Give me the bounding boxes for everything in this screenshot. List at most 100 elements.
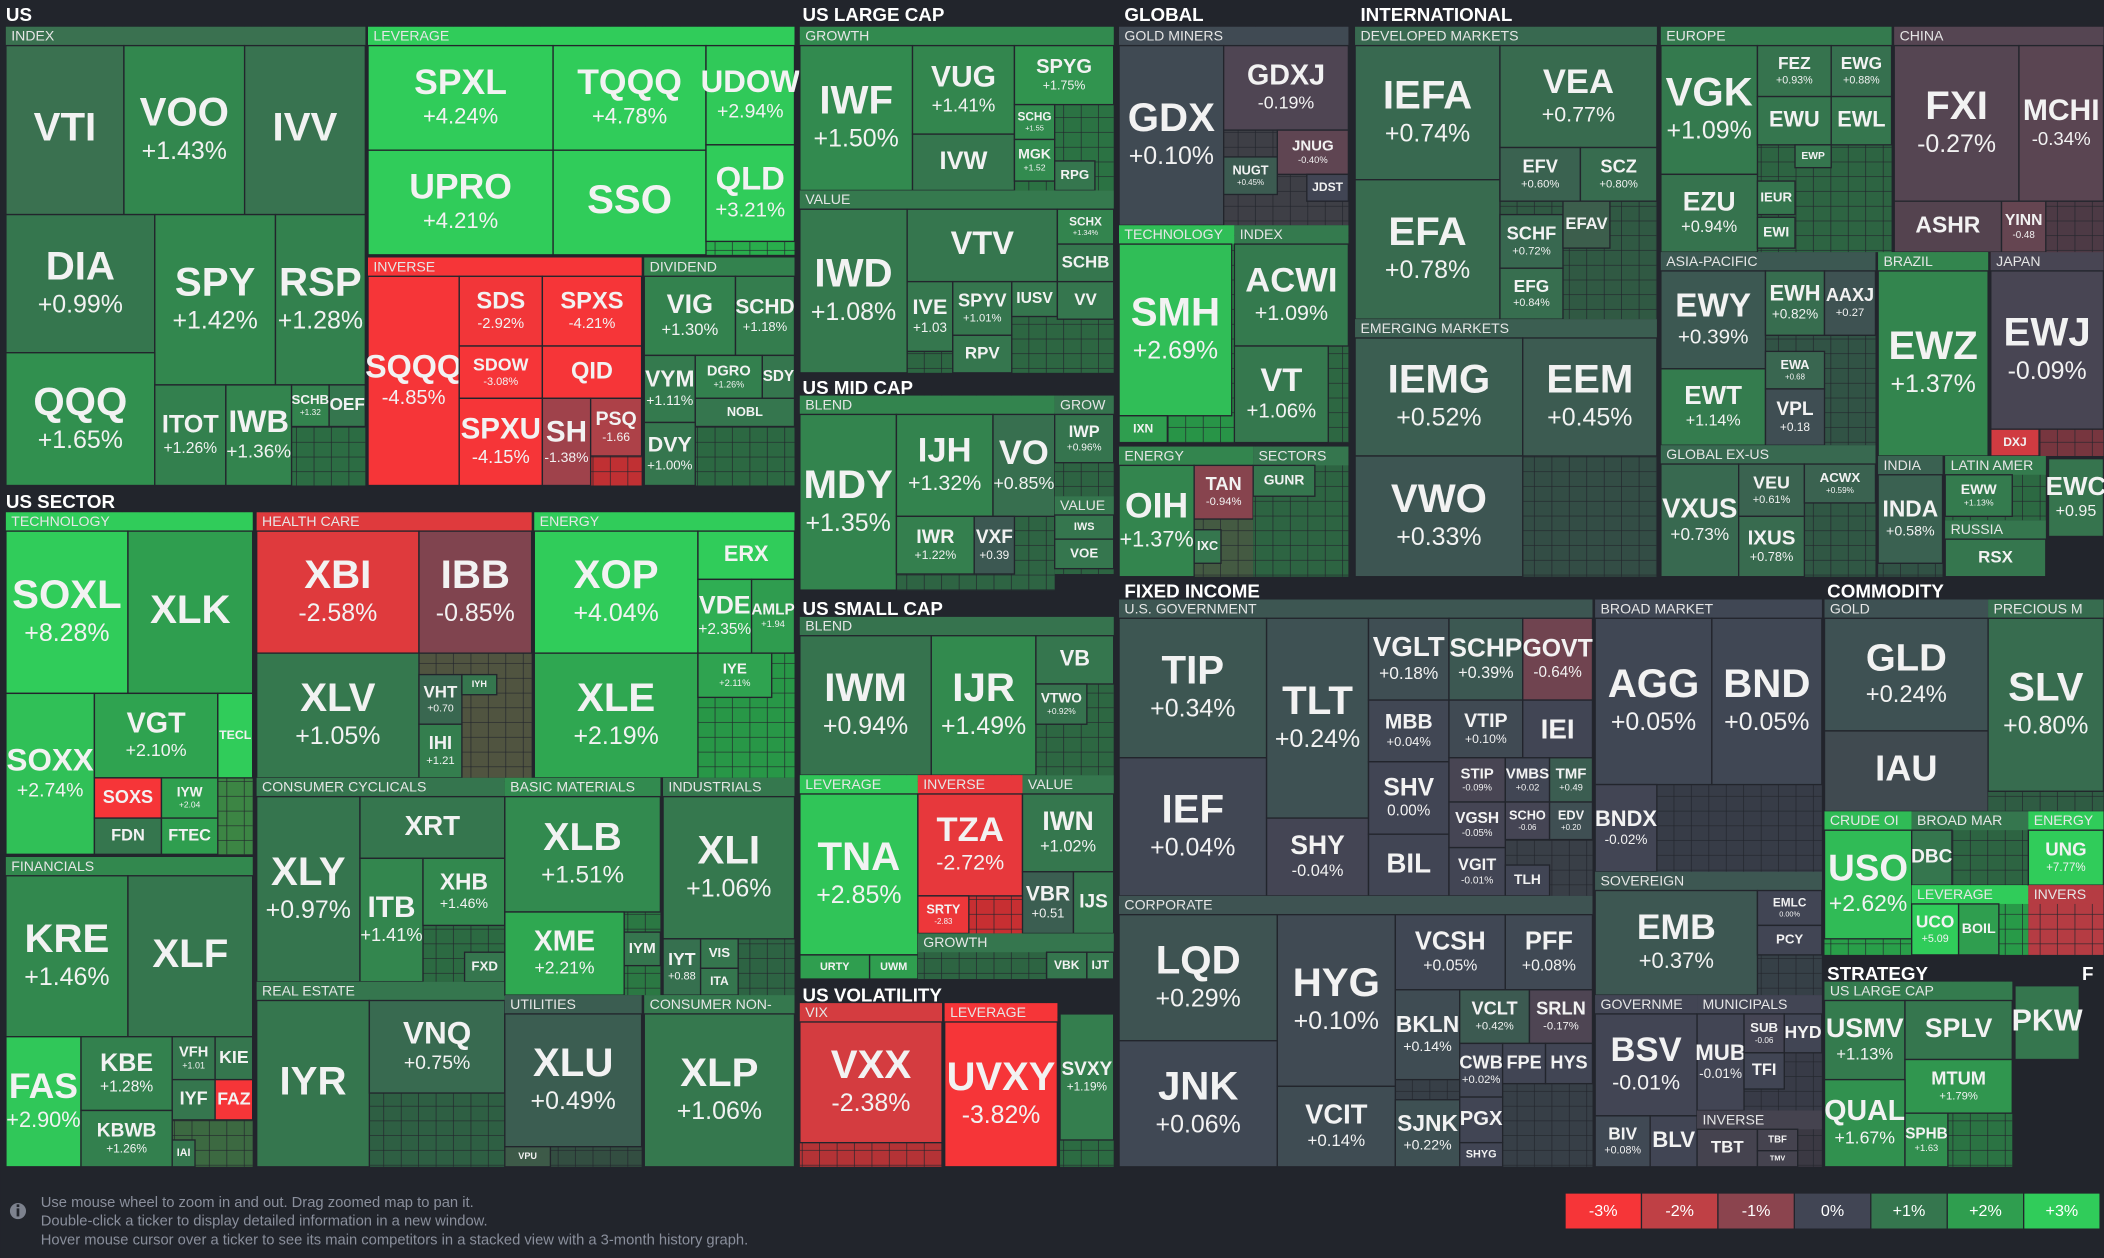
ticker-tile[interactable] bbox=[2047, 458, 2104, 538]
ticker-tile[interactable] bbox=[1499, 267, 1564, 320]
ticker-tile[interactable] bbox=[5, 44, 125, 216]
ticker-tile[interactable] bbox=[761, 354, 796, 399]
ticker-tile[interactable] bbox=[1193, 529, 1222, 564]
ticker-tile[interactable] bbox=[1696, 1013, 1745, 1112]
ticker-tile[interactable] bbox=[699, 938, 739, 969]
ticker-tile[interactable] bbox=[643, 421, 696, 487]
ticker-tile[interactable] bbox=[1803, 463, 1877, 504]
ticker-tile[interactable] bbox=[171, 1139, 196, 1168]
ticker-tile[interactable] bbox=[1823, 617, 1989, 732]
ticker-tile[interactable] bbox=[799, 44, 914, 192]
ticker-tile[interactable] bbox=[504, 1013, 643, 1148]
ticker-tile[interactable] bbox=[1367, 833, 1450, 897]
ticker-tile[interactable] bbox=[799, 793, 919, 956]
ticker-tile[interactable] bbox=[799, 208, 908, 374]
ticker-tile[interactable] bbox=[799, 1021, 943, 1144]
ticker-tile[interactable] bbox=[1957, 903, 2000, 956]
ticker-tile[interactable] bbox=[1823, 270, 1877, 336]
ticker-tile[interactable] bbox=[1011, 280, 1059, 318]
ticker-tile[interactable] bbox=[1737, 463, 1806, 518]
ticker-tile[interactable] bbox=[1118, 464, 1195, 578]
ticker-tile[interactable] bbox=[2014, 985, 2080, 1061]
ticker-tile[interactable] bbox=[93, 692, 219, 779]
ticker-tile[interactable] bbox=[1756, 889, 1823, 927]
ticker-tile[interactable] bbox=[1756, 216, 1796, 249]
ticker-tile[interactable] bbox=[1504, 801, 1551, 841]
ticker-tile[interactable] bbox=[1893, 44, 2020, 202]
ticker-tile[interactable] bbox=[1072, 871, 1115, 935]
ticker-tile[interactable] bbox=[461, 673, 498, 696]
ticker-tile[interactable] bbox=[127, 530, 254, 695]
ticker-tile[interactable] bbox=[5, 692, 96, 855]
ticker-tile[interactable] bbox=[1035, 683, 1088, 725]
ticker-tile[interactable] bbox=[1059, 1013, 1115, 1141]
ticker-tile[interactable] bbox=[1459, 1096, 1504, 1144]
ticker-tile[interactable] bbox=[973, 515, 1016, 575]
ticker-tile[interactable] bbox=[541, 275, 643, 347]
ticker-tile[interactable] bbox=[1743, 1013, 1785, 1054]
ticker-tile[interactable] bbox=[367, 149, 554, 256]
ticker-tile[interactable] bbox=[1276, 1085, 1397, 1168]
ticker-tile[interactable] bbox=[504, 1146, 552, 1168]
ticker-tile[interactable] bbox=[697, 530, 796, 581]
ticker-tile[interactable] bbox=[5, 875, 129, 1038]
ticker-tile[interactable] bbox=[623, 931, 662, 967]
ticker-tile[interactable] bbox=[1193, 464, 1254, 520]
ticker-tile[interactable] bbox=[1448, 846, 1506, 897]
ticker-tile[interactable] bbox=[5, 530, 129, 695]
ticker-tile[interactable] bbox=[290, 384, 330, 428]
ticker-tile[interactable] bbox=[1367, 617, 1450, 701]
ticker-tile[interactable] bbox=[1086, 951, 1115, 980]
ticker-tile[interactable] bbox=[154, 213, 277, 386]
ticker-tile[interactable] bbox=[5, 352, 156, 487]
ticker-tile[interactable] bbox=[917, 793, 1024, 897]
ticker-tile[interactable] bbox=[1504, 913, 1594, 991]
ticker-tile[interactable] bbox=[1499, 44, 1658, 149]
ticker-tile[interactable] bbox=[895, 413, 994, 518]
ticker-tile[interactable] bbox=[1528, 989, 1594, 1045]
ticker-tile[interactable] bbox=[1233, 345, 1329, 444]
ticker-tile[interactable] bbox=[1118, 44, 1225, 226]
ticker-tile[interactable] bbox=[1354, 455, 1524, 578]
ticker-tile[interactable] bbox=[171, 1036, 216, 1081]
ticker-tile[interactable] bbox=[214, 1036, 254, 1081]
ticker-tile[interactable] bbox=[1830, 44, 1893, 98]
ticker-tile[interactable] bbox=[359, 857, 424, 983]
ticker-tile[interactable] bbox=[1448, 757, 1506, 803]
ticker-tile[interactable] bbox=[127, 875, 254, 1038]
ticker-tile[interactable] bbox=[1830, 95, 1893, 146]
ticker-tile[interactable] bbox=[422, 857, 506, 927]
ticker-tile[interactable] bbox=[589, 397, 643, 457]
ticker-tile[interactable] bbox=[80, 1109, 173, 1168]
ticker-tile[interactable] bbox=[1054, 538, 1115, 570]
ticker-tile[interactable] bbox=[1459, 1141, 1504, 1168]
ticker-tile[interactable] bbox=[734, 275, 796, 357]
ticker-tile[interactable] bbox=[1756, 95, 1832, 146]
ticker-tile[interactable] bbox=[1354, 44, 1501, 181]
ticker-tile[interactable] bbox=[2018, 44, 2104, 202]
ticker-tile[interactable] bbox=[1562, 200, 1611, 249]
ticker-tile[interactable] bbox=[705, 44, 796, 146]
ticker-tile[interactable] bbox=[1118, 243, 1233, 417]
ticker-tile[interactable] bbox=[1448, 699, 1524, 759]
ticker-tile[interactable] bbox=[243, 44, 367, 216]
ticker-tile[interactable] bbox=[643, 354, 696, 424]
ticker-tile[interactable] bbox=[2027, 829, 2104, 886]
ticker-tile[interactable] bbox=[1021, 793, 1115, 873]
ticker-tile[interactable] bbox=[1904, 1058, 2013, 1114]
ticker-tile[interactable] bbox=[1252, 464, 1316, 497]
ticker-tile[interactable] bbox=[552, 149, 707, 256]
ticker-tile[interactable] bbox=[458, 345, 544, 399]
ticker-tile[interactable] bbox=[1911, 829, 1953, 886]
ticker-tile[interactable] bbox=[1660, 368, 1767, 446]
ticker-tile[interactable] bbox=[1877, 270, 1989, 457]
ticker-tile[interactable] bbox=[705, 144, 796, 243]
ticker-tile[interactable] bbox=[1764, 350, 1826, 390]
ticker-tile[interactable] bbox=[1013, 103, 1056, 141]
ticker-tile[interactable] bbox=[799, 635, 932, 776]
ticker-tile[interactable] bbox=[5, 213, 156, 354]
ticker-tile[interactable] bbox=[1987, 617, 2104, 792]
ticker-tile[interactable] bbox=[906, 280, 954, 353]
ticker-tile[interactable] bbox=[1756, 180, 1796, 216]
ticker-tile[interactable] bbox=[93, 817, 163, 855]
